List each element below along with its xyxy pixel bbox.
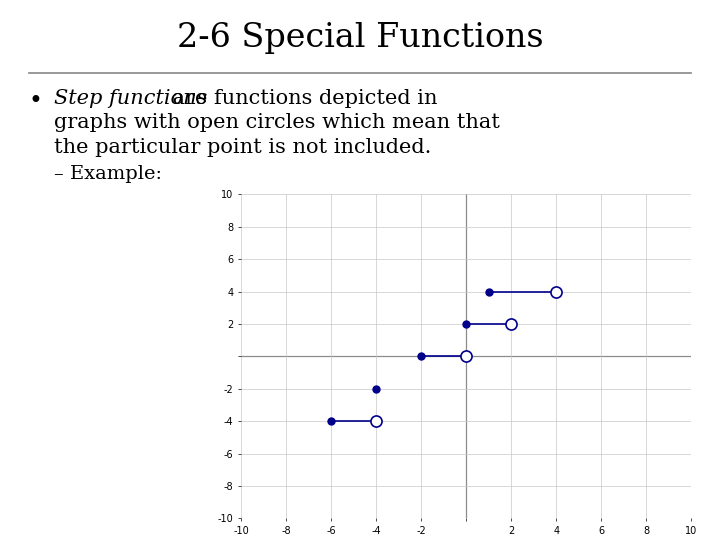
Text: – Example:: – Example: (54, 165, 162, 183)
Text: graphs with open circles which mean that: graphs with open circles which mean that (54, 113, 500, 132)
Text: the particular point is not included.: the particular point is not included. (54, 138, 431, 157)
Text: Step functions: Step functions (54, 89, 207, 108)
Text: 2-6 Special Functions: 2-6 Special Functions (176, 22, 544, 53)
Text: are functions depicted in: are functions depicted in (166, 89, 437, 108)
Text: •: • (29, 89, 42, 113)
